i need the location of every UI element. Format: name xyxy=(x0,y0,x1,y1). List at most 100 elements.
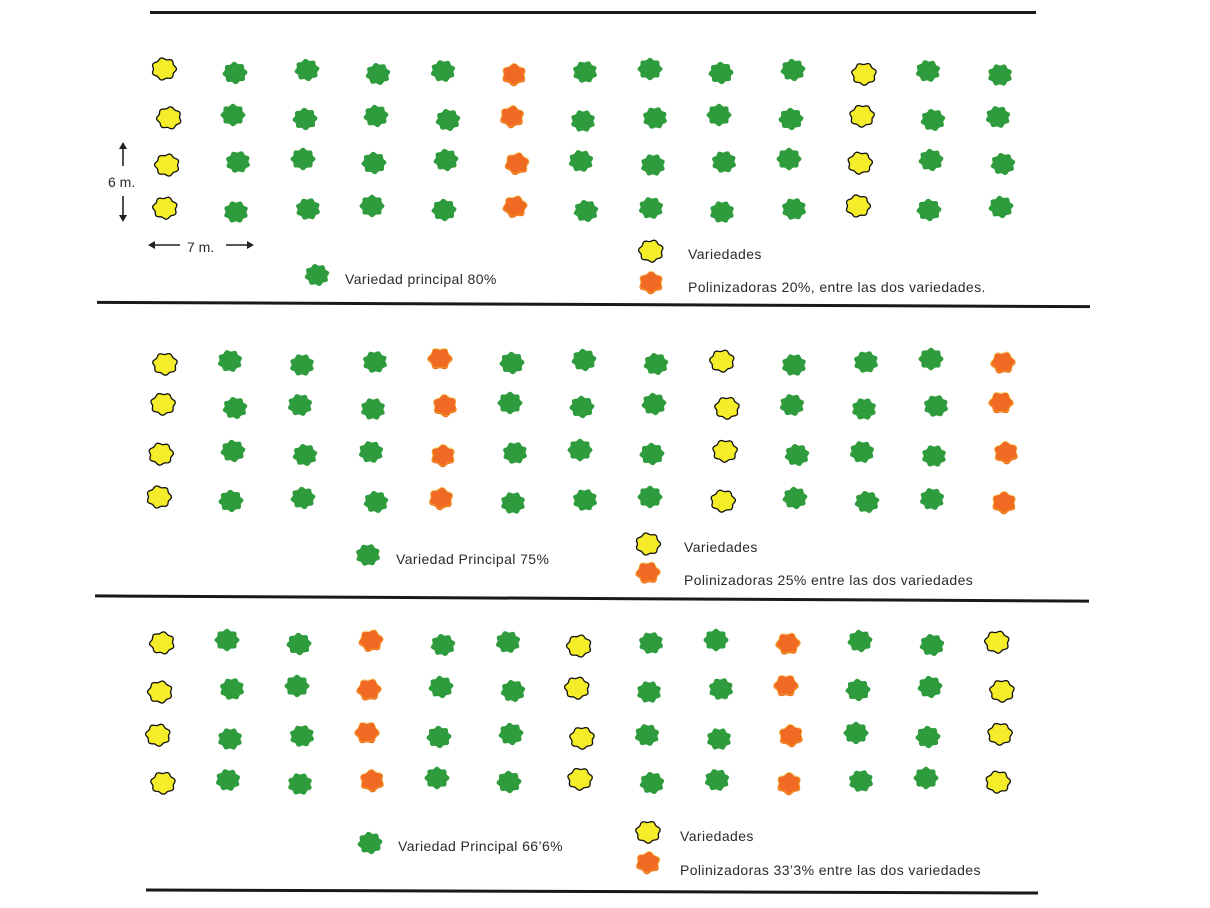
legend-principal-icon xyxy=(353,542,383,568)
principal-tree xyxy=(500,440,530,466)
legend-variedades-label: Variedades xyxy=(684,539,758,555)
legend-principal-icon xyxy=(355,830,385,856)
variedad-tree xyxy=(144,484,174,510)
principal-tree xyxy=(706,60,736,86)
principal-tree xyxy=(431,147,461,173)
principal-tree xyxy=(218,102,248,128)
principal-tree xyxy=(701,627,731,653)
principal-tree xyxy=(846,768,876,794)
principal-tree xyxy=(424,724,454,750)
principal-tree xyxy=(778,57,808,83)
principal-tree xyxy=(774,146,804,172)
principal-tree xyxy=(988,151,1018,177)
principal-tree xyxy=(779,196,809,222)
principal-tree xyxy=(220,60,250,86)
polinizadora-tree xyxy=(352,720,382,746)
legend-polinizadoras-label: Polinizadoras 33’3% entre las dos varied… xyxy=(680,862,981,878)
principal-tree xyxy=(287,352,317,378)
principal-tree xyxy=(285,771,315,797)
principal-tree xyxy=(282,673,312,699)
principal-tree xyxy=(426,674,456,700)
principal-tree xyxy=(637,441,667,467)
principal-tree xyxy=(704,726,734,752)
polinizadora-tree xyxy=(499,62,529,88)
variedad-tree xyxy=(148,391,178,417)
principal-tree xyxy=(782,442,812,468)
principal-tree xyxy=(911,765,941,791)
tree-spacing-label: 7 m. xyxy=(187,239,215,255)
principal-tree xyxy=(637,770,667,796)
principal-tree xyxy=(357,193,387,219)
principal-tree xyxy=(706,676,736,702)
principal-tree xyxy=(702,767,732,793)
principal-tree xyxy=(776,106,806,132)
variedad-tree xyxy=(985,721,1015,747)
principal-tree xyxy=(709,149,739,175)
divider-top xyxy=(150,11,1036,14)
principal-tree xyxy=(433,107,463,133)
principal-tree xyxy=(215,348,245,374)
principal-tree xyxy=(918,107,948,133)
principal-tree xyxy=(290,106,320,132)
principal-tree xyxy=(707,199,737,225)
principal-tree xyxy=(212,627,242,653)
legend-polinizadoras-label: Polinizadoras 20%, entre las dos varieda… xyxy=(688,279,986,295)
polinizadora-tree xyxy=(986,390,1016,416)
principal-tree xyxy=(913,724,943,750)
tree-spacing-arrow-right xyxy=(226,238,254,250)
principal-tree xyxy=(919,443,949,469)
legend-variedades-label: Variedades xyxy=(688,246,762,262)
principal-tree xyxy=(914,197,944,223)
variedad-tree xyxy=(708,488,738,514)
polinizadora-tree xyxy=(426,486,456,512)
polinizadora-tree xyxy=(773,631,803,657)
polinizadora-tree xyxy=(357,768,387,794)
polinizadora-tree xyxy=(771,673,801,699)
polinizadora-tree xyxy=(428,443,458,469)
principal-tree xyxy=(498,678,528,704)
polinizadora-tree xyxy=(502,151,532,177)
principal-tree xyxy=(356,439,386,465)
principal-tree xyxy=(641,351,671,377)
variedad-tree xyxy=(150,351,180,377)
legend-principal-label: Variedad principal 80% xyxy=(345,271,497,287)
principal-tree xyxy=(571,198,601,224)
principal-tree xyxy=(917,632,947,658)
principal-tree xyxy=(849,396,879,422)
principal-tree xyxy=(921,393,951,419)
principal-tree xyxy=(570,487,600,513)
principal-tree xyxy=(779,352,809,378)
variedad-tree xyxy=(843,193,873,219)
polinizadora-tree xyxy=(354,677,384,703)
variedad-tree xyxy=(145,679,175,705)
variedad-tree xyxy=(712,395,742,421)
variedad-tree xyxy=(987,678,1017,704)
principal-tree xyxy=(780,485,810,511)
principal-tree xyxy=(777,392,807,418)
legend-principal-icon xyxy=(302,262,332,288)
legend-variedades-icon xyxy=(633,819,663,845)
principal-tree xyxy=(917,486,947,512)
row-spacing-arrow-down xyxy=(117,196,129,222)
principal-tree xyxy=(359,150,389,176)
principal-tree xyxy=(704,102,734,128)
principal-tree xyxy=(985,62,1015,88)
principal-tree xyxy=(428,58,458,84)
principal-tree xyxy=(363,61,393,87)
legend-polinizadoras-label: Polinizadoras 25% entre las dos variedad… xyxy=(684,572,974,588)
polinizadora-tree xyxy=(430,393,460,419)
principal-tree xyxy=(493,629,523,655)
polinizadora-tree xyxy=(774,771,804,797)
legend-variedades-icon xyxy=(633,531,663,557)
principal-tree xyxy=(635,484,665,510)
principal-tree xyxy=(916,346,946,372)
principal-tree xyxy=(288,485,318,511)
principal-tree xyxy=(361,103,391,129)
polinizadora-tree xyxy=(989,490,1019,516)
principal-tree xyxy=(986,194,1016,220)
principal-tree xyxy=(429,197,459,223)
principal-tree xyxy=(569,347,599,373)
variedad-tree xyxy=(562,675,592,701)
principal-tree xyxy=(851,349,881,375)
variedad-tree xyxy=(148,770,178,796)
